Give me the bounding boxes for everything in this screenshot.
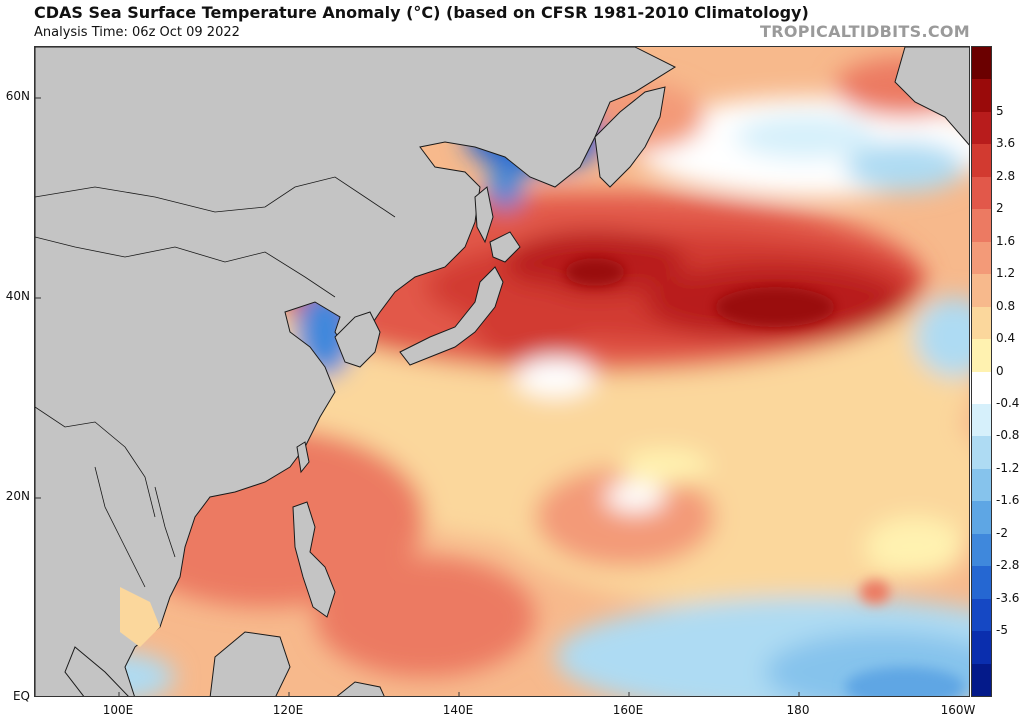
colorbar-label: -2.8 [996,558,1020,573]
lat-label-20n: 20N [5,489,30,503]
lon-label-160e: 160E [612,703,644,717]
sakhalin [474,186,494,244]
taiwan [296,441,310,474]
colorbar-segment [972,241,991,275]
colorbar [971,46,992,697]
colorbar-segment [972,663,991,697]
alaska-landmass [894,47,969,146]
new-guinea [336,681,385,696]
colorbar-label: -0.4 [996,395,1020,410]
japan-honshu [399,266,504,366]
colorbar-label: 0.4 [996,331,1016,346]
colorbar-segment [972,533,991,567]
colorbar-segment [972,79,991,113]
colorbar-segment [972,339,991,372]
colorbar-label: 5 [996,103,1004,118]
map-title: CDAS Sea Surface Temperature Anomaly (°C… [34,3,809,22]
colorbar-segment [972,468,991,502]
colorbar-label: 2.8 [996,168,1016,183]
lat-label-eq: EQ [12,689,30,703]
colorbar-segment [972,209,991,243]
colorbar-segment [972,111,991,145]
analysis-time: Analysis Time: 06z Oct 09 2022 [34,25,240,40]
lat-label-60n: 60N [5,89,30,103]
lon-label-100e: 100E [102,703,134,717]
lat-label-40n: 40N [5,289,30,303]
political-borders [35,176,396,588]
colorbar-segment [972,598,991,632]
colorbar-label: 1.6 [996,233,1016,248]
colorbar-label: -2 [996,525,1008,540]
korea-landmass [334,311,381,368]
lon-label-160w: 160W [940,703,976,717]
colorbar-label: -0.8 [996,428,1020,443]
map-canvas [35,47,969,696]
colorbar-segment [972,631,991,665]
colorbar-label: 3.6 [996,136,1016,151]
colorbar-segment [972,403,991,437]
borneo [209,631,291,696]
lon-label-140e: 140E [442,703,474,717]
colorbar-segment [972,144,991,178]
colorbar-label: 0.8 [996,298,1016,313]
colorbar-segment [972,501,991,535]
colorbar-segment [972,436,991,470]
sst-anomaly-map [34,46,970,697]
colorbar-segment [972,274,991,308]
philippines [292,501,336,618]
colorbar-label: 2 [996,201,1004,216]
colorbar-label: -1.6 [996,493,1020,508]
colorbar-segment [972,306,991,340]
lon-label-120e: 120E [272,703,304,717]
colorbar-segment [972,371,991,405]
colorbar-segment [972,566,991,600]
colorbar-label: -3.6 [996,590,1020,605]
brand-watermark: TROPICALTIDBITS.COM [760,22,970,41]
gulf-of-thailand [120,587,160,647]
kamchatka [594,86,666,188]
japan-hokkaido [489,231,521,263]
colorbar-label: -1.2 [996,460,1020,475]
sumatra [64,646,129,696]
colorbar-segment [972,47,991,80]
colorbar-segment [972,176,991,210]
grid-ticks [35,97,800,696]
lon-label-180: 180 [786,703,810,717]
land-masses [35,47,969,696]
colorbar-label: 1.2 [996,266,1016,281]
colorbar-label: -5 [996,623,1008,638]
anomaly-field [35,57,969,696]
colorbar-label: 0 [996,363,1004,378]
